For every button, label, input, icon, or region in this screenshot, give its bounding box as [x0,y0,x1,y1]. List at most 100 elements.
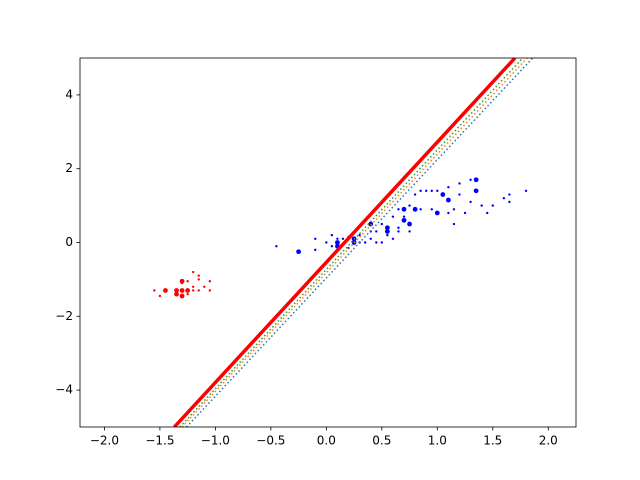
point [401,217,407,223]
x-tick-label: 0.5 [372,434,391,448]
point [341,237,345,241]
point [384,229,390,234]
x-tick-label: −2.0 [90,434,119,448]
point [452,222,456,226]
point [434,210,440,216]
point [480,204,483,207]
point [368,221,374,227]
point [502,197,506,200]
point [191,270,195,274]
point [508,200,511,204]
point [191,285,195,288]
y-tick-label: −2 [55,309,73,323]
y-tick-label: 2 [65,161,73,175]
point [430,189,433,193]
point [363,241,367,244]
point [408,230,411,233]
point [458,193,461,196]
point [179,278,185,284]
point [330,233,334,237]
point [174,288,179,293]
x-tick-label: 1.5 [483,434,502,448]
point [412,206,418,212]
point [473,188,479,194]
point [336,237,339,241]
point [179,288,185,293]
point [179,293,185,299]
point [380,222,384,226]
point [397,226,400,229]
point [447,211,450,215]
point [391,237,395,241]
point [153,289,156,292]
point [452,208,456,211]
point [486,211,489,215]
point [186,292,189,296]
point [407,221,412,227]
point [473,177,479,183]
y-tick-label: 0 [65,235,73,249]
point [413,193,417,196]
point [208,289,212,292]
point [335,240,340,245]
point [275,244,278,248]
point [380,241,384,244]
line [181,58,528,427]
point [447,185,450,189]
point [419,208,422,211]
point [185,288,191,293]
point [491,204,494,207]
x-tick-label: 0.0 [317,434,336,448]
point [197,289,200,292]
point [386,233,389,237]
point [397,208,400,211]
x-tick-label: −1.0 [201,434,230,448]
point [419,189,422,193]
point [163,288,168,293]
point [469,200,472,204]
point [314,237,317,241]
point [397,230,400,233]
point [436,189,439,193]
point [463,211,467,215]
point [314,248,317,252]
point [384,225,390,231]
point [203,285,206,288]
point [430,208,433,211]
point [508,193,511,196]
axes: −2.0 −1.5 −1.0 −0.5 0.0 0.5 1.0 1.5 2.0 −4 −2 0 2 4 [55,87,558,447]
point [391,215,395,218]
plot-area [153,58,534,427]
point [469,178,472,181]
line [185,58,534,427]
point [197,278,200,281]
x-tick-label: −0.5 [256,434,285,448]
point [325,241,328,244]
point [330,244,334,248]
point [402,215,406,218]
point [186,280,189,283]
x-tick-label: 2.0 [539,434,558,448]
point [375,230,378,233]
point [425,189,428,193]
point [401,206,407,212]
point [369,237,372,241]
point [524,189,528,193]
x-tick-label: 1.0 [428,434,447,448]
point [197,274,200,277]
point [445,197,451,203]
point [408,204,411,207]
point [296,249,301,255]
point [174,291,179,297]
y-tick-label: −4 [55,383,73,397]
x-tick-label: −1.5 [145,434,174,448]
point [375,241,378,244]
point [440,192,446,197]
point [191,289,195,292]
y-tick-label: 4 [65,87,73,101]
axes-frame [79,57,577,428]
point [458,182,461,185]
